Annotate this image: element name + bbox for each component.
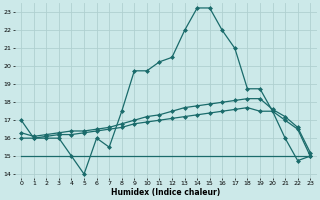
X-axis label: Humidex (Indice chaleur): Humidex (Indice chaleur) <box>111 188 220 197</box>
